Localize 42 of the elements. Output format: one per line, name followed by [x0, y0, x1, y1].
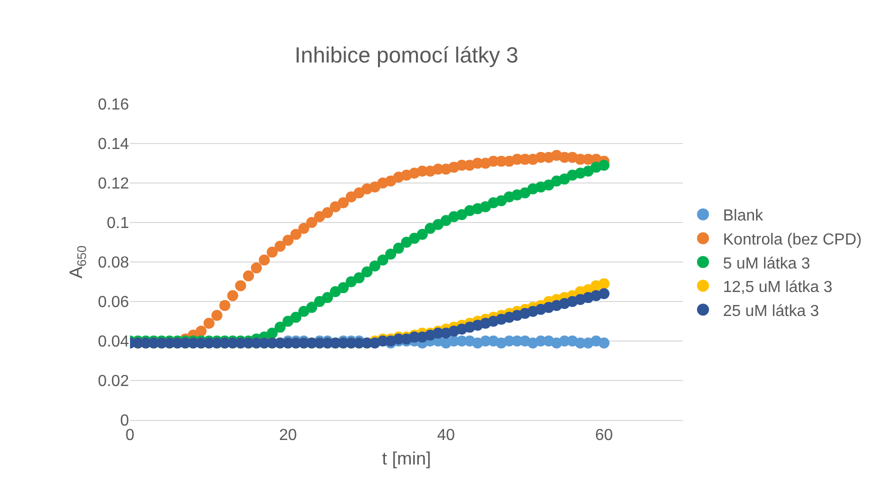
- point: [235, 280, 246, 292]
- y-tick-label: 0.08: [98, 254, 130, 272]
- point: [598, 337, 610, 348]
- point: [369, 181, 380, 192]
- point: [227, 290, 238, 302]
- x-tick-label: 60: [595, 427, 613, 444]
- y-tick-label: 0.1: [106, 215, 130, 232]
- y-tick-label: 0: [120, 412, 130, 430]
- y-tick-label: 0.12: [98, 176, 130, 193]
- y-tick-label: 0.06: [98, 294, 130, 312]
- point: [354, 187, 365, 198]
- legend-label: Blank: [723, 208, 764, 225]
- legend-label: 5 uM látka 3: [723, 255, 810, 272]
- point: [346, 191, 357, 202]
- legend-label: 25 uM látka 3: [723, 302, 820, 320]
- point: [258, 254, 270, 266]
- legend-label: 12,5 uM látka 3: [723, 279, 832, 296]
- point: [274, 240, 286, 252]
- point: [282, 234, 294, 246]
- point: [243, 270, 254, 282]
- point: [306, 217, 318, 228]
- point: [204, 318, 214, 329]
- x-tick-label: 20: [279, 427, 297, 444]
- y-tick-label: 0.16: [98, 96, 130, 114]
- x-tick-label: 40: [437, 427, 455, 444]
- y-tick-label: 0.02: [98, 373, 130, 390]
- point: [219, 300, 230, 311]
- point: [211, 310, 222, 321]
- point: [314, 211, 326, 222]
- point: [338, 197, 349, 208]
- chart-title: Inhibice pomocí látky 3: [294, 42, 518, 68]
- y-tick-label: 0.04: [98, 334, 130, 351]
- point: [196, 326, 207, 337]
- point: [322, 207, 333, 218]
- point: [250, 262, 262, 274]
- y-tick-label: 0.14: [98, 136, 130, 154]
- point: [298, 222, 310, 234]
- x-axis-title: t [min]: [382, 448, 432, 468]
- legend-label: Kontrola (bez CPD): [723, 231, 862, 248]
- point: [598, 278, 610, 290]
- point: [266, 246, 278, 258]
- point: [290, 228, 302, 240]
